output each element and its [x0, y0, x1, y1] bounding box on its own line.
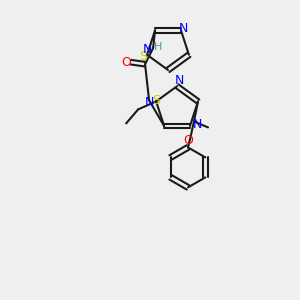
Text: O: O: [183, 134, 193, 147]
Text: S: S: [152, 94, 160, 107]
Text: H: H: [154, 42, 162, 52]
Text: S: S: [139, 50, 147, 63]
Text: N: N: [145, 96, 154, 109]
Text: N: N: [142, 43, 152, 56]
Text: N: N: [174, 74, 184, 87]
Text: O: O: [121, 56, 131, 69]
Text: N: N: [192, 118, 202, 131]
Text: N: N: [179, 22, 189, 35]
